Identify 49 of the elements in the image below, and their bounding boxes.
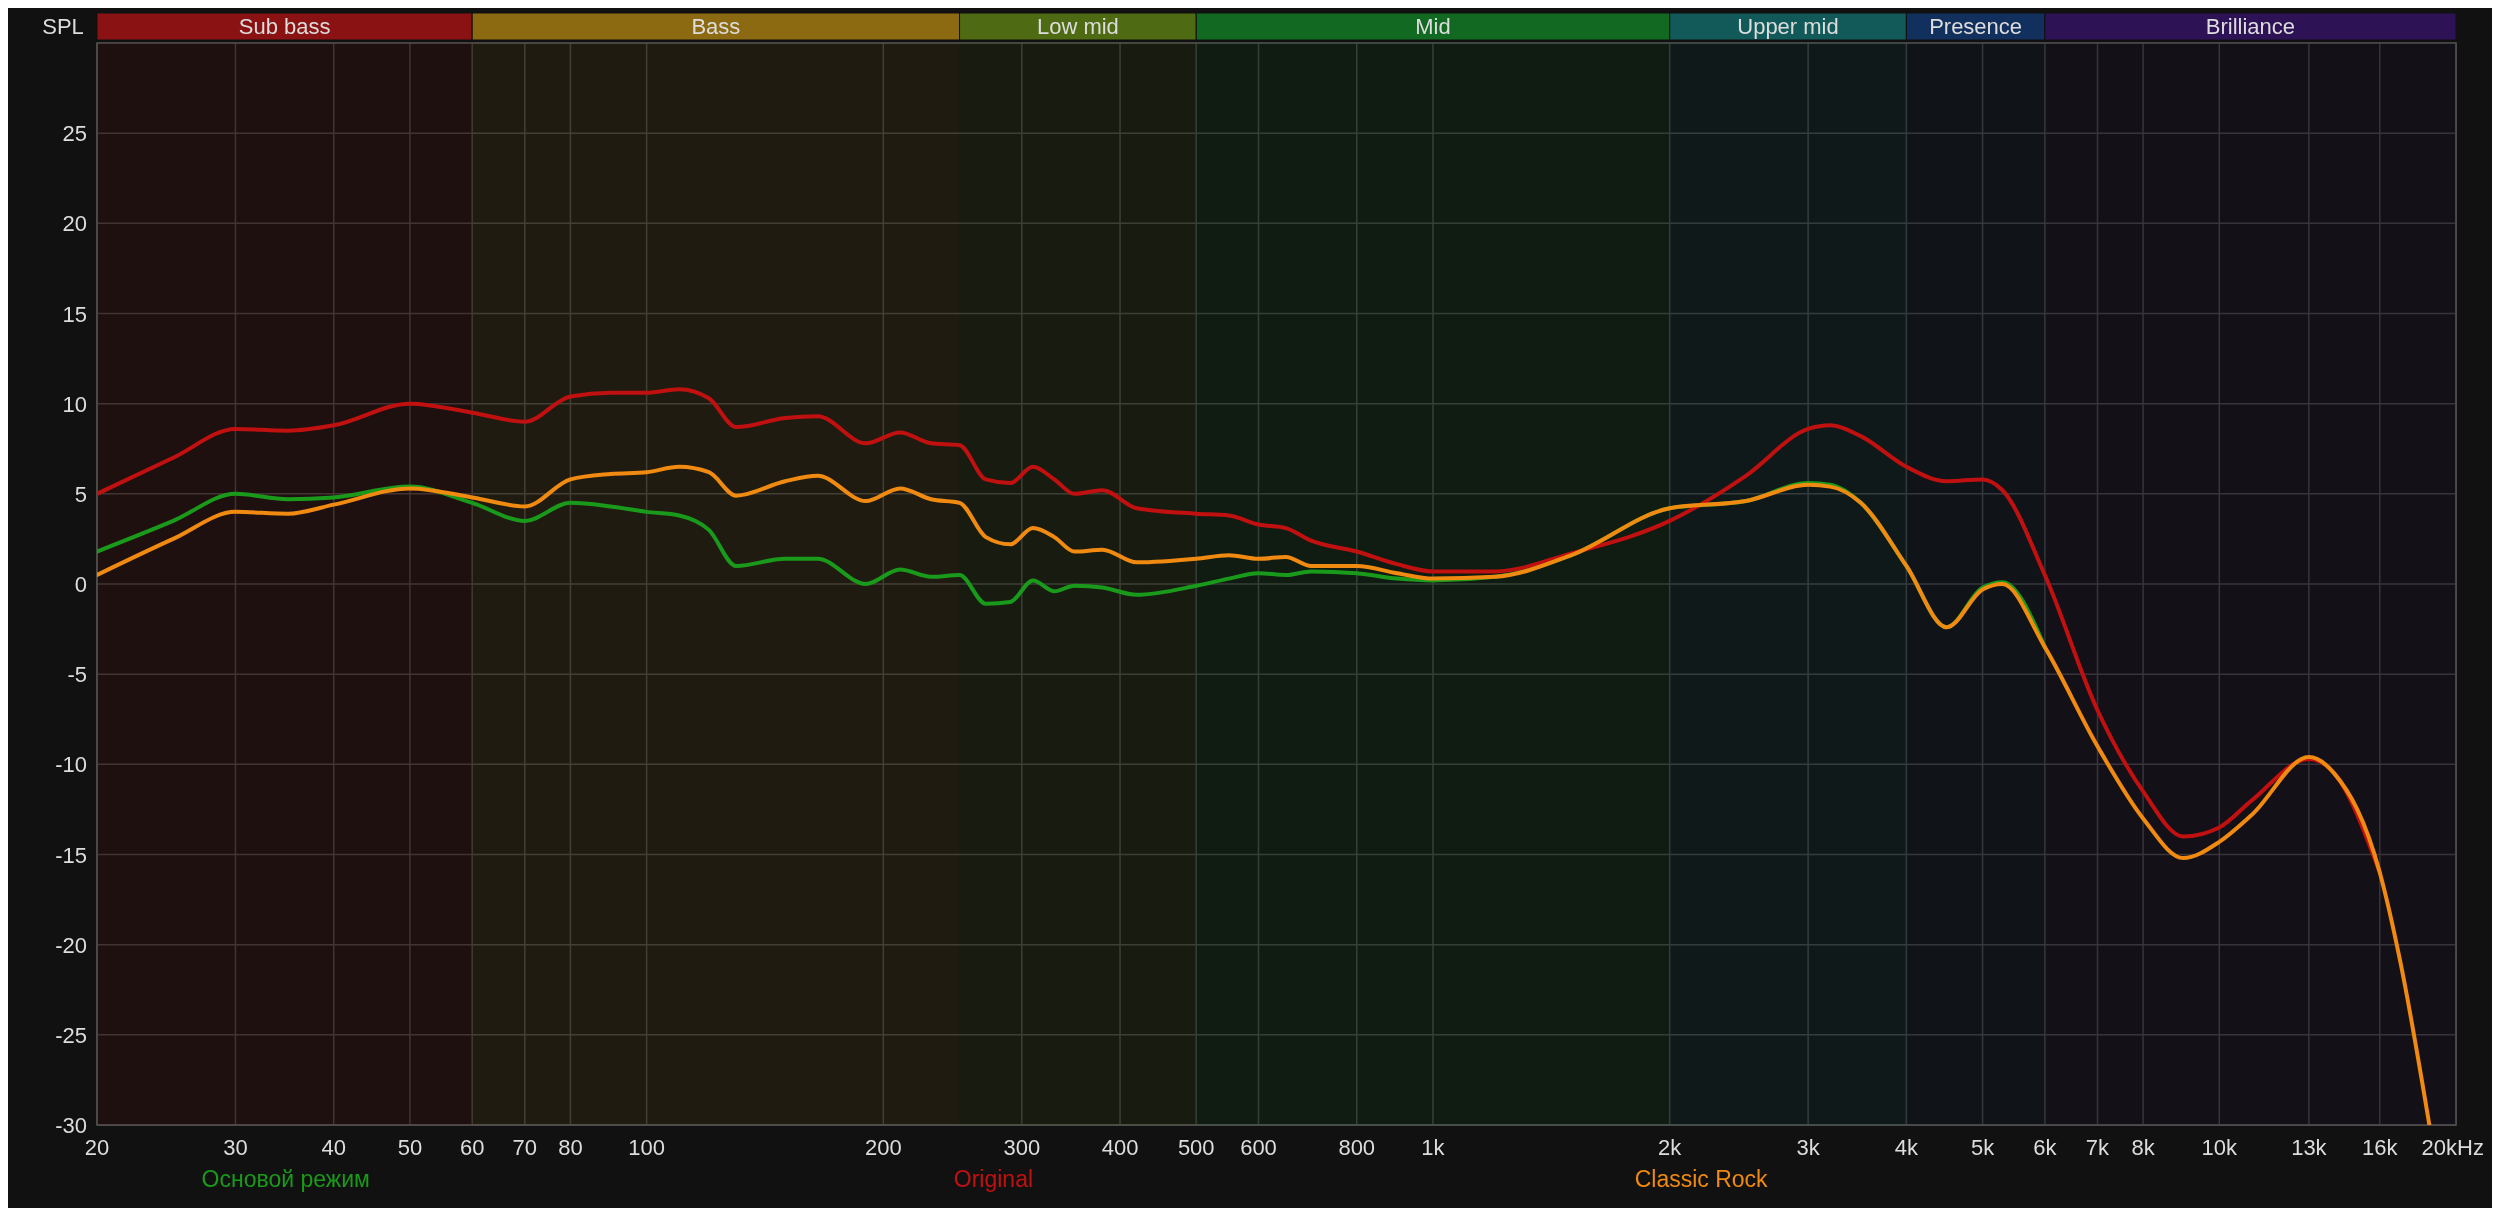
- y-tick-label: -25: [55, 1022, 87, 1048]
- y-tick-label: 5: [74, 481, 87, 507]
- x-tick-label: 30: [223, 1135, 248, 1160]
- x-tick-label: 8k: [2131, 1135, 2156, 1160]
- x-tick-label: 10k: [2201, 1135, 2239, 1160]
- y-tick-label: 20: [62, 211, 87, 237]
- x-tick-label: 2k: [1658, 1135, 1683, 1160]
- x-tick-label: 70: [512, 1135, 538, 1160]
- band-label: Mid: [1415, 14, 1451, 39]
- text: Основой режим: [201, 1166, 370, 1192]
- y-tick-label: 15: [62, 301, 87, 327]
- band-label: Upper mid: [1737, 14, 1839, 39]
- x-tick-label: 1k: [1421, 1135, 1446, 1160]
- band-label: Low mid: [1036, 14, 1119, 39]
- text: Original: [953, 1166, 1034, 1192]
- x-tick-label: 400: [1101, 1135, 1139, 1160]
- y-tick-label: 0: [74, 572, 87, 597]
- x-tick-label: 7k: [2085, 1135, 2111, 1160]
- x-tick-label: 20k: [2421, 1135, 2458, 1160]
- y-tick-label: -30: [55, 1113, 87, 1138]
- x-axis-title: Hz: [2457, 1135, 2484, 1160]
- x-tick-label: 6k: [2033, 1135, 2058, 1160]
- x-tick-label: 600: [1240, 1135, 1277, 1160]
- band-label: Presence: [1929, 14, 2023, 39]
- x-tick-label: 16k: [2362, 1135, 2399, 1160]
- x-tick-label: 200: [864, 1135, 902, 1160]
- band-label: Bass: [691, 14, 741, 39]
- y-tick-label: 25: [62, 121, 87, 147]
- x-tick-label: 80: [558, 1135, 583, 1160]
- x-tick-label: 3k: [1796, 1135, 1821, 1160]
- y-axis-title: SPL: [42, 14, 84, 39]
- y-tick-label: -20: [55, 932, 87, 958]
- y-tick-label: -10: [55, 752, 87, 778]
- x-tick-label: 300: [1003, 1135, 1041, 1160]
- band-label: Sub bass: [238, 14, 331, 39]
- x-tick-label: 500: [1177, 1135, 1215, 1160]
- x-tick-label: 40: [321, 1135, 346, 1160]
- x-tick-label: 100: [628, 1135, 665, 1160]
- x-tick-label: 4k: [1894, 1135, 1919, 1160]
- y-tick-label: 10: [62, 391, 87, 417]
- x-tick-label: 60: [459, 1135, 485, 1160]
- x-tick-label: 5k: [1970, 1135, 1996, 1160]
- x-tick-label: 800: [1338, 1135, 1376, 1160]
- y-tick-label: -15: [55, 842, 87, 868]
- text: Classic Rock: [1634, 1166, 1769, 1192]
- x-tick-label: 50: [397, 1135, 423, 1160]
- x-tick-label: 13k: [2291, 1135, 2328, 1160]
- band-label: Brilliance: [2205, 14, 2296, 39]
- y-tick-label: -5: [67, 662, 87, 688]
